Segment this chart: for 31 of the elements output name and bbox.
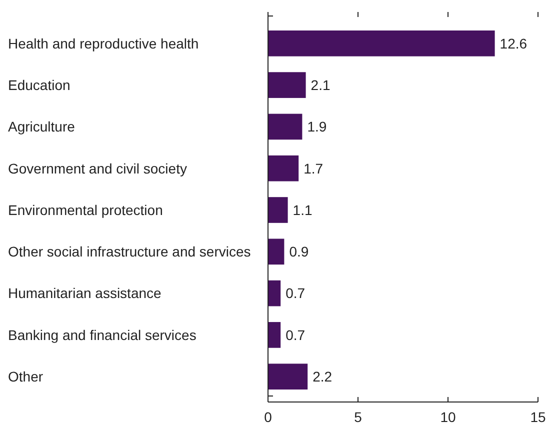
data-label: 2.2 xyxy=(312,368,332,384)
y-tick-label: Other xyxy=(8,368,44,384)
bar xyxy=(268,30,495,56)
data-label: 1.1 xyxy=(292,202,312,218)
y-tick-label: Humanitarian assistance xyxy=(8,285,162,302)
data-label: 0.7 xyxy=(286,326,306,343)
data-label: 0.9 xyxy=(289,244,309,260)
bar xyxy=(268,155,299,182)
y-tick-label: Other social infrastructure and services xyxy=(8,244,251,260)
bar xyxy=(268,322,281,348)
x-tick-label: 5 xyxy=(354,409,362,425)
data-label: 1.9 xyxy=(307,118,327,135)
data-label: 1.7 xyxy=(304,160,324,176)
data-label: 12.6 xyxy=(500,35,528,52)
y-tick-label: Environmental protection xyxy=(8,202,163,218)
y-tick-label: Agriculture xyxy=(8,118,76,135)
x-tick-label: 0 xyxy=(264,409,272,425)
y-tick-label: Health and reproductive health xyxy=(8,35,199,52)
bar xyxy=(268,72,306,98)
y-tick-label: Banking and financial services xyxy=(8,326,196,343)
y-tick-label: Education xyxy=(8,76,70,93)
x-tick-label: 10 xyxy=(440,409,456,425)
data-label: 2.1 xyxy=(310,76,330,93)
bar xyxy=(268,114,302,140)
x-tick-label: 15 xyxy=(530,409,546,425)
bar xyxy=(268,364,308,390)
bar xyxy=(268,280,281,306)
bar xyxy=(268,238,284,265)
data-label: 0.7 xyxy=(286,285,306,302)
y-tick-label: Government and civil society xyxy=(8,160,187,176)
bar xyxy=(268,197,288,223)
